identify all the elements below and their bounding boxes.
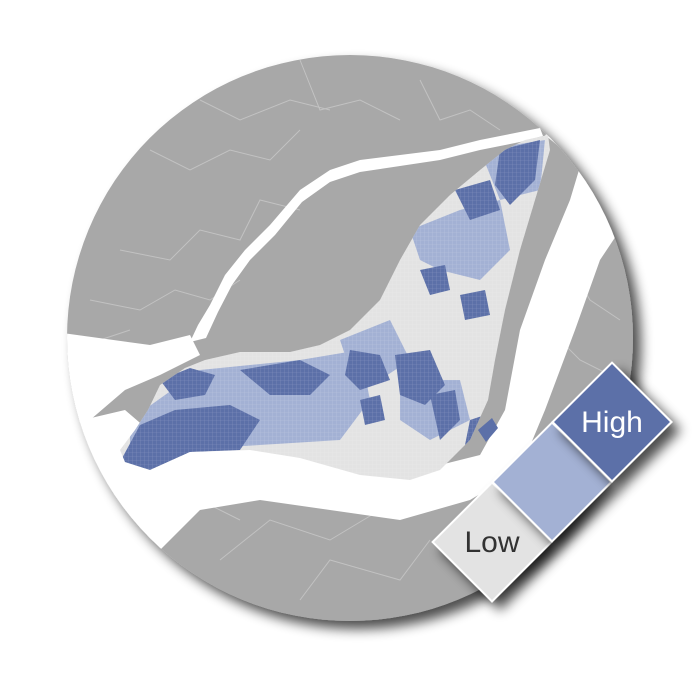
east-small-island: [478, 418, 498, 442]
legend-swatch: [551, 361, 673, 483]
legend-label: High: [581, 406, 643, 439]
map-circle: [67, 55, 633, 621]
legend: Low High: [431, 361, 673, 603]
legend-label: Low: [464, 526, 519, 559]
legend-item-3: High: [551, 361, 673, 483]
